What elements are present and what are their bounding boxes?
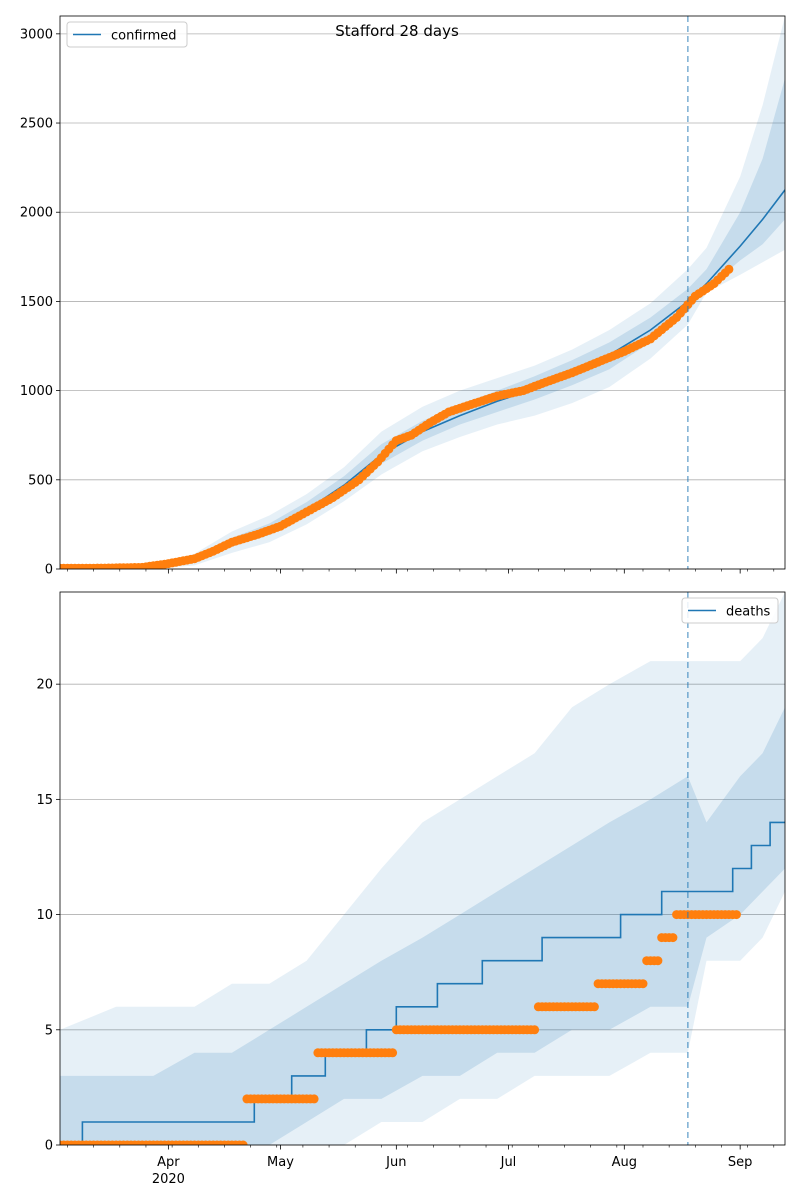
x-tick-label: Jul — [500, 1155, 517, 1170]
y-tick-label: 2000 — [20, 206, 53, 221]
outer-uncertainty-band — [60, 592, 785, 1145]
inner-uncertainty-band — [60, 707, 785, 1145]
observed-point — [238, 1140, 248, 1145]
legend: confirmed — [66, 21, 188, 48]
chart-title: Stafford 28 days — [335, 22, 459, 40]
y-tick-label: 5 — [45, 1023, 53, 1038]
legend-box — [66, 21, 188, 48]
legend-label: deaths — [726, 605, 771, 620]
y-tick-label: 1000 — [20, 384, 53, 399]
confirmed-panel: 0 500 1000 1500 2000 2500 3000 Stafford 28 days… — [20, 15, 786, 578]
legend-label: confirmed — [111, 29, 177, 44]
y-tick-label: 2500 — [20, 117, 53, 132]
observed-point — [724, 264, 734, 274]
outer-uncertainty-band — [60, 16, 785, 569]
y-tick-label: 15 — [36, 793, 53, 808]
y-tick-label: 1500 — [20, 295, 53, 310]
observed-point — [388, 1048, 398, 1058]
observed-point — [731, 910, 741, 920]
confirmed-model-line — [60, 189, 785, 569]
observed-point — [668, 933, 678, 943]
y-tick-label: 20 — [36, 678, 53, 693]
deaths-panel: 0 5 10 15 20 Apr May Jun Jul Aug Sep 2020 deaths — [36, 591, 786, 1187]
axes-frame — [59, 591, 786, 1146]
x-tick-label: Sep — [728, 1155, 753, 1170]
y-tick-label: 3000 — [20, 27, 53, 42]
x-tick-label: Jun — [385, 1155, 406, 1170]
observed-point — [530, 1025, 540, 1035]
y-tick-label: 0 — [45, 563, 53, 578]
observed-point — [638, 979, 648, 989]
y-tick-label: 500 — [28, 473, 53, 488]
x-tick-label: Apr — [157, 1155, 180, 1170]
observed-point — [309, 1094, 319, 1104]
x-year-label: 2020 — [152, 1172, 185, 1187]
observed-point — [653, 956, 663, 966]
legend: deaths — [681, 597, 779, 624]
legend-box — [681, 597, 779, 624]
axes-frame — [59, 15, 786, 570]
y-tick-label: 10 — [36, 908, 53, 923]
x-tick-label: Aug — [612, 1155, 637, 1170]
x-tick-label: May — [267, 1155, 294, 1170]
y-tick-label: 0 — [45, 1139, 53, 1154]
observed-point — [589, 1002, 599, 1012]
